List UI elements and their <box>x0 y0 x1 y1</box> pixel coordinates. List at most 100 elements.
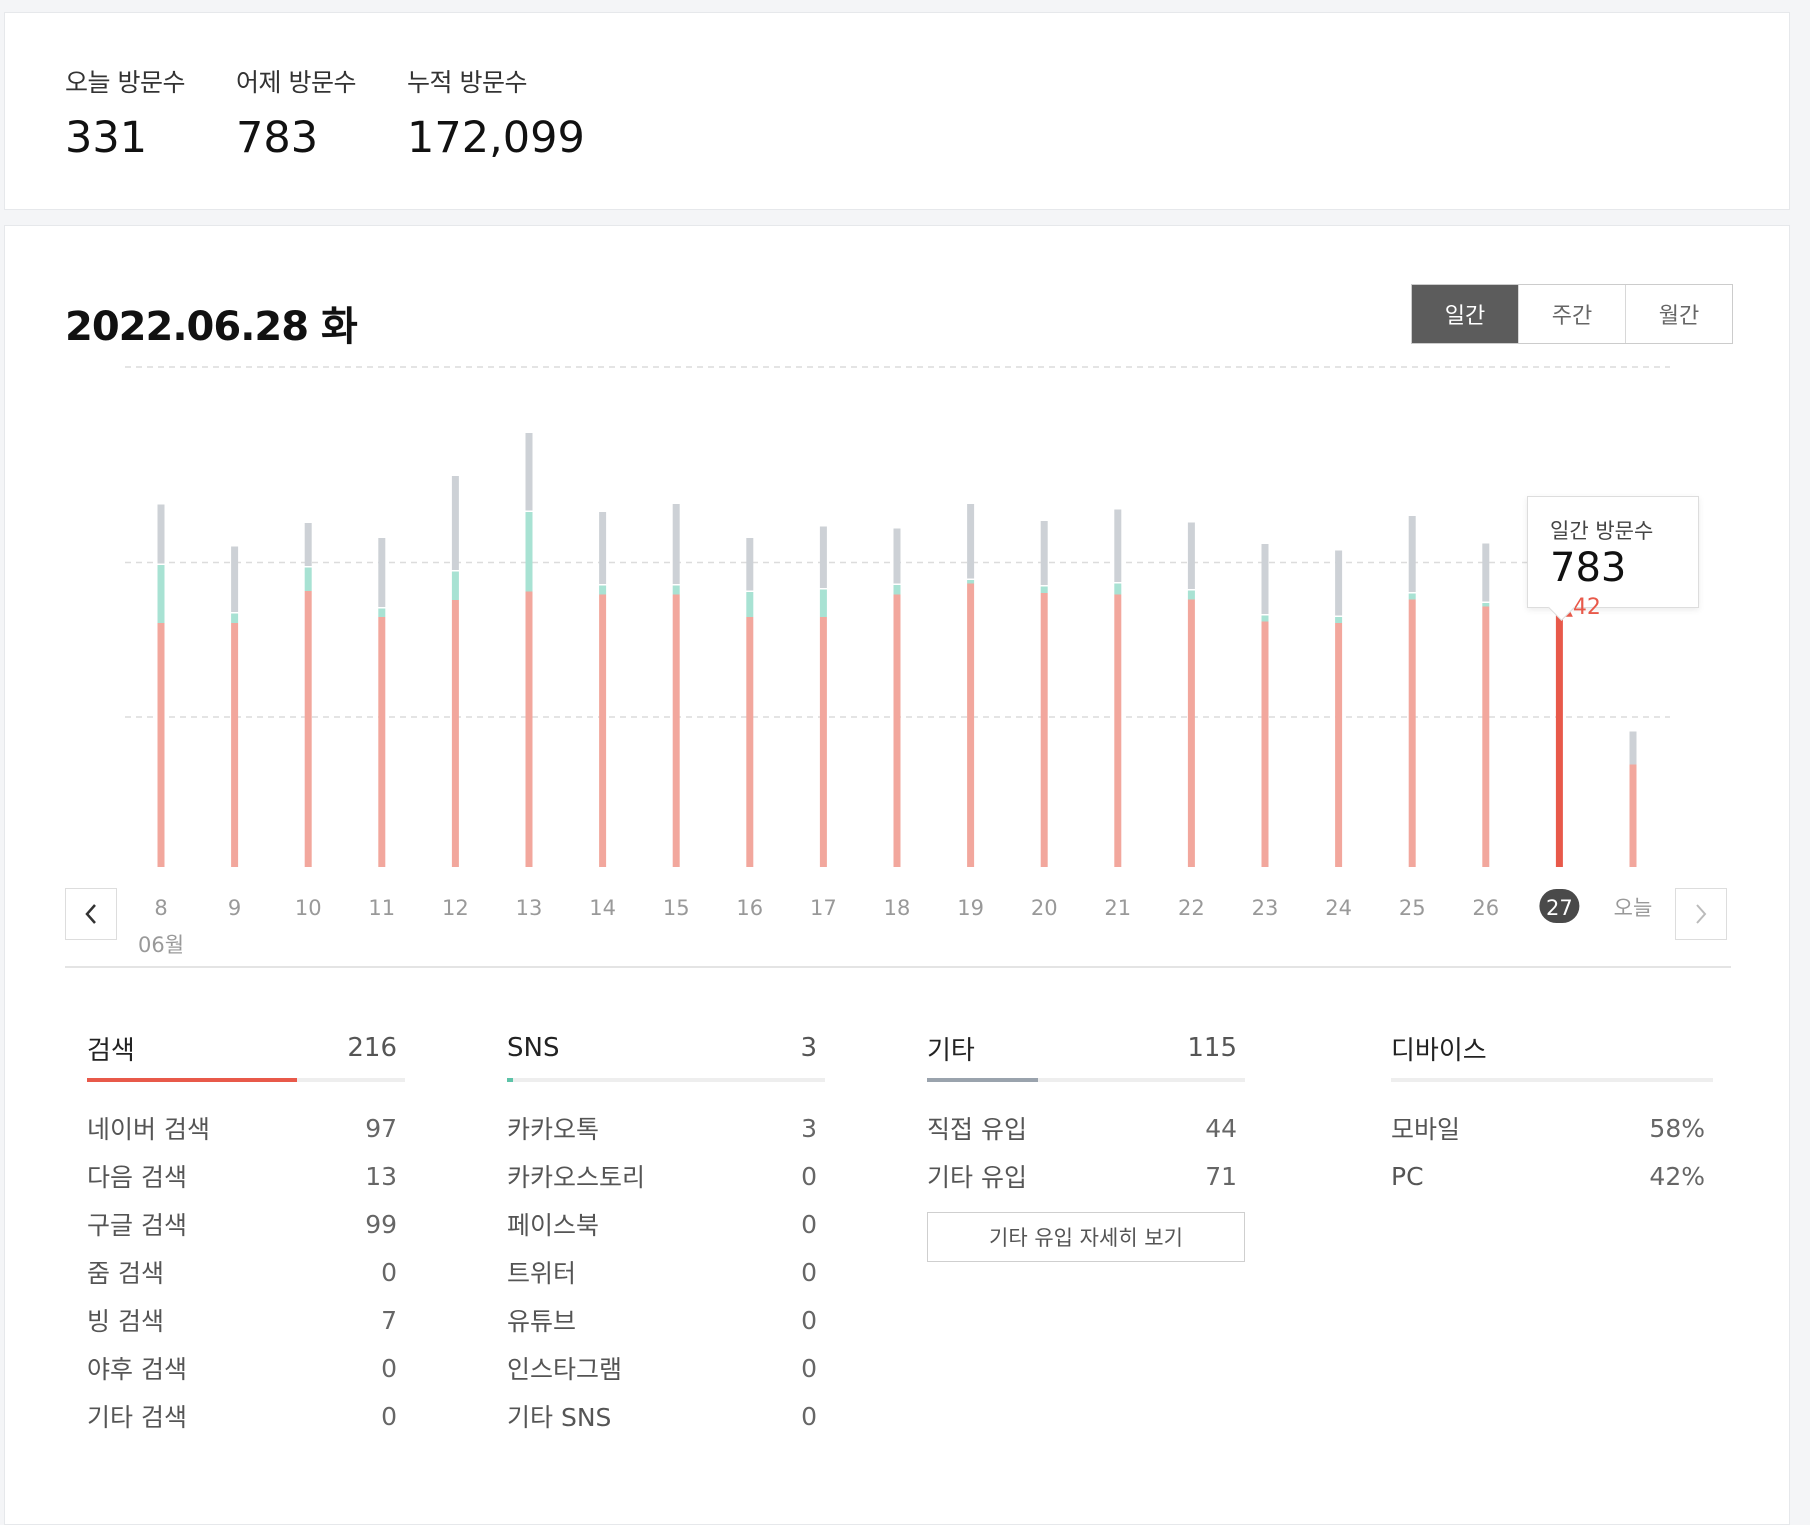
bar-segment[interactable] <box>451 476 459 570</box>
bar-segment[interactable] <box>746 617 754 867</box>
bar-segment[interactable] <box>967 504 975 579</box>
bar-segment[interactable] <box>231 623 239 867</box>
bar-segment[interactable] <box>1629 764 1637 868</box>
prev-period-button[interactable] <box>65 888 117 940</box>
bar-segment[interactable] <box>599 594 607 868</box>
bar-segment[interactable] <box>1482 603 1490 607</box>
bar-segment[interactable] <box>1629 731 1637 765</box>
next-period-button[interactable] <box>1675 888 1727 940</box>
bar-segment[interactable] <box>1114 509 1122 583</box>
bar-segment[interactable] <box>525 433 533 511</box>
bar-segment[interactable] <box>451 600 459 867</box>
bar-segment[interactable] <box>672 594 680 868</box>
bar-segment[interactable] <box>1408 516 1416 592</box>
total-visits-value: 172,099 <box>407 113 585 163</box>
x-tick-label[interactable]: 14 <box>589 896 616 920</box>
x-tick-label[interactable]: 10 <box>295 896 322 920</box>
bar-segment[interactable] <box>1040 586 1048 594</box>
bar-segment[interactable] <box>672 585 680 595</box>
bar-segment[interactable] <box>1335 623 1343 867</box>
x-tick-label[interactable]: 15 <box>663 896 690 920</box>
x-tick-label[interactable]: 8 <box>154 896 167 920</box>
tab-daily[interactable]: 일간 <box>1412 285 1518 343</box>
selected-day-badge[interactable] <box>1539 889 1580 923</box>
bar-segment[interactable] <box>746 592 754 617</box>
bar-segment[interactable] <box>1261 544 1269 614</box>
bar-segment[interactable] <box>304 591 312 867</box>
x-tick-label[interactable]: 25 <box>1399 896 1426 920</box>
bar-segment[interactable] <box>1482 606 1490 868</box>
x-tick-label[interactable]: 23 <box>1252 896 1279 920</box>
bar-segment[interactable] <box>1261 621 1269 868</box>
bar-segment[interactable] <box>1114 583 1122 595</box>
bar-segment[interactable] <box>893 585 901 595</box>
tab-monthly[interactable]: 월간 <box>1625 285 1732 343</box>
bar-segment[interactable] <box>378 617 386 867</box>
sns-progress-bar <box>507 1078 825 1082</box>
bar-segment[interactable] <box>967 580 975 584</box>
bar-segment[interactable] <box>1187 522 1195 590</box>
x-tick-label[interactable]: 11 <box>368 896 395 920</box>
bar-segment[interactable] <box>304 523 312 566</box>
etc-rows: 직접 유입 44 기타 유입 71 <box>927 1104 1245 1200</box>
bar-segment[interactable] <box>1187 599 1195 868</box>
bar-segment[interactable] <box>819 526 827 589</box>
x-tick-label[interactable]: 9 <box>228 896 241 920</box>
bar-segment[interactable] <box>672 504 680 584</box>
x-tick-label[interactable]: 12 <box>442 896 469 920</box>
tab-weekly[interactable]: 주간 <box>1518 285 1625 343</box>
etc-row: 기타 유입 71 <box>927 1152 1245 1200</box>
x-tick-label[interactable]: 17 <box>810 896 837 920</box>
bar-segment[interactable] <box>893 594 901 868</box>
x-tick-label[interactable]: 19 <box>957 896 984 920</box>
bar-segment[interactable] <box>1187 590 1195 600</box>
daily-visits-tooltip: 일간 방문수 783 ▲42 <box>1527 496 1699 620</box>
x-tick-label[interactable]: 20 <box>1031 896 1058 920</box>
bar-segment[interactable] <box>378 538 386 607</box>
bar-segment[interactable] <box>819 589 827 618</box>
bar-segment[interactable] <box>157 565 165 623</box>
bar-segment[interactable] <box>231 546 239 613</box>
x-tick-label[interactable]: 16 <box>736 896 763 920</box>
bar-segment[interactable] <box>1335 617 1343 623</box>
x-tick-label[interactable]: 27 <box>1546 896 1573 920</box>
x-tick-label[interactable]: 22 <box>1178 896 1205 920</box>
x-tick-label[interactable]: 24 <box>1325 896 1352 920</box>
etc-detail-button[interactable]: 기타 유입 자세히 보기 <box>927 1212 1245 1262</box>
bar-segment[interactable] <box>378 608 386 618</box>
search-row-value: 97 <box>365 1113 397 1143</box>
bar-segment[interactable] <box>451 571 459 601</box>
sns-count: 3 <box>800 1033 817 1063</box>
bar-segment[interactable] <box>1482 543 1490 602</box>
bar-segment[interactable] <box>819 617 827 867</box>
sns-row-value: 0 <box>801 1305 817 1335</box>
bar-segment[interactable] <box>1555 602 1563 868</box>
device-row: PC 42% <box>1391 1152 1713 1200</box>
bar-segment[interactable] <box>525 591 533 868</box>
bar-segment[interactable] <box>157 623 165 867</box>
bar-segment[interactable] <box>1261 615 1269 622</box>
bar-segment[interactable] <box>525 512 533 592</box>
search-row-label: 기타 검색 <box>87 1403 187 1432</box>
bar-segment[interactable] <box>304 567 312 592</box>
x-tick-label[interactable]: 21 <box>1104 896 1131 920</box>
bar-segment[interactable] <box>599 512 607 584</box>
bar-segment[interactable] <box>1335 550 1343 616</box>
bar-segment[interactable] <box>967 583 975 868</box>
x-tick-label[interactable]: 26 <box>1472 896 1499 920</box>
bar-segment[interactable] <box>599 585 607 595</box>
bar-segment[interactable] <box>893 528 901 584</box>
bar-segment[interactable] <box>746 538 754 591</box>
x-tick-label[interactable]: 13 <box>516 896 543 920</box>
search-row-value: 0 <box>381 1257 397 1287</box>
bar-segment[interactable] <box>157 504 165 564</box>
bar-segment[interactable] <box>1408 599 1416 868</box>
search-row-value: 0 <box>381 1353 397 1383</box>
bar-segment[interactable] <box>1408 593 1416 600</box>
bar-segment[interactable] <box>231 613 239 624</box>
bar-segment[interactable] <box>1040 521 1048 585</box>
x-tick-label[interactable]: 오늘 <box>1614 896 1653 920</box>
bar-segment[interactable] <box>1114 594 1122 868</box>
x-tick-label[interactable]: 18 <box>884 896 911 920</box>
bar-segment[interactable] <box>1040 593 1048 867</box>
